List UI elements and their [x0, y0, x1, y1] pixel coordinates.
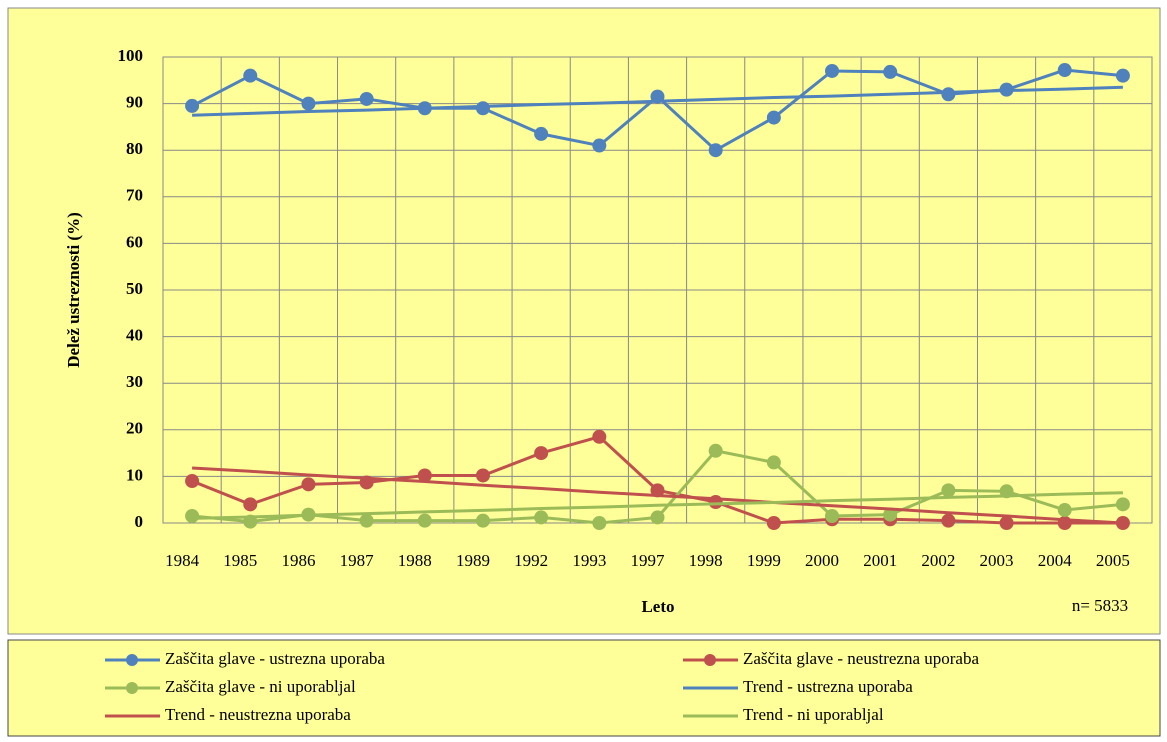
- annotation: n= 5833: [1072, 596, 1128, 615]
- point: [301, 96, 316, 111]
- point: [534, 446, 549, 461]
- legend-label: Zaščita glave - neustrezna uporaba: [743, 649, 979, 668]
- y-tick-label: 30: [126, 372, 143, 391]
- point: [534, 510, 549, 525]
- point: [592, 429, 607, 444]
- point: [359, 91, 374, 106]
- y-tick-label: 100: [118, 46, 144, 65]
- y-tick-label: 10: [126, 465, 143, 484]
- point: [185, 474, 200, 489]
- point: [766, 516, 781, 530]
- point: [650, 510, 665, 525]
- x-tick-label: 1986: [281, 551, 315, 570]
- x-tick-label: 1999: [747, 551, 781, 570]
- point: [592, 516, 607, 530]
- legend-marker: [126, 682, 138, 694]
- point: [766, 455, 781, 470]
- point: [243, 497, 258, 512]
- point: [708, 443, 723, 458]
- x-tick-label: 1992: [514, 551, 548, 570]
- x-tick-label: 1989: [456, 551, 490, 570]
- point: [534, 126, 549, 141]
- point: [185, 509, 200, 524]
- legend-label: Trend - ustrezna uporaba: [743, 677, 913, 696]
- y-tick-label: 60: [126, 232, 143, 251]
- x-tick-label: 1987: [340, 551, 375, 570]
- x-tick-label: 2003: [980, 551, 1014, 570]
- x-tick-label: 1997: [631, 551, 666, 570]
- point: [941, 87, 956, 102]
- x-tick-label: 1993: [572, 551, 606, 570]
- y-axis-label: Delež ustreznosti (%): [64, 212, 83, 367]
- point: [475, 468, 490, 483]
- x-tick-label: 2002: [921, 551, 955, 570]
- point: [592, 138, 607, 153]
- x-tick-label: 1985: [223, 551, 257, 570]
- point: [825, 509, 840, 524]
- point: [301, 477, 316, 492]
- legend-marker: [126, 654, 138, 666]
- y-tick-label: 20: [126, 419, 143, 438]
- point: [825, 63, 840, 78]
- legend-marker: [704, 654, 716, 666]
- trend-line: [192, 85, 1123, 117]
- x-tick-label: 2005: [1096, 551, 1130, 570]
- point: [883, 64, 898, 79]
- x-tick-label: 2004: [1038, 551, 1073, 570]
- y-tick-label: 90: [126, 93, 143, 112]
- y-tick-label: 50: [126, 279, 143, 298]
- x-tick-label: 1984: [165, 551, 200, 570]
- trend-line: [192, 491, 1123, 520]
- legend-label: Trend - ni uporabljal: [743, 705, 884, 724]
- point: [243, 68, 258, 83]
- point: [941, 513, 956, 528]
- legend-label: Zaščita glave - ustrezna uporaba: [165, 649, 385, 668]
- legend-label: Zaščita glave - ni uporabljal: [165, 677, 356, 696]
- point: [417, 513, 432, 528]
- legend-label: Trend - neustrezna uporaba: [165, 705, 351, 724]
- point: [941, 483, 956, 498]
- point: [1057, 502, 1072, 517]
- point: [359, 513, 374, 528]
- point: [185, 98, 200, 113]
- point: [1115, 68, 1130, 83]
- y-tick-label: 80: [126, 139, 143, 158]
- y-tick-label: 40: [126, 326, 143, 345]
- point: [1115, 497, 1130, 512]
- x-axis-label: Leto: [641, 597, 674, 616]
- y-tick-label: 70: [126, 186, 143, 205]
- point: [417, 468, 432, 483]
- point: [475, 101, 490, 116]
- point: [475, 513, 490, 528]
- trend-line: [192, 466, 1123, 525]
- point: [708, 143, 723, 158]
- point: [1057, 63, 1072, 78]
- x-tick-label: 2000: [805, 551, 839, 570]
- point: [999, 516, 1014, 530]
- point: [766, 110, 781, 125]
- y-tick-label: 0: [135, 512, 144, 531]
- x-tick-label: 1988: [398, 551, 432, 570]
- x-tick-label: 1998: [689, 551, 723, 570]
- point: [883, 507, 898, 522]
- chart-area: [7, 7, 1161, 635]
- legend-box: [7, 639, 1161, 737]
- x-tick-label: 2001: [863, 551, 897, 570]
